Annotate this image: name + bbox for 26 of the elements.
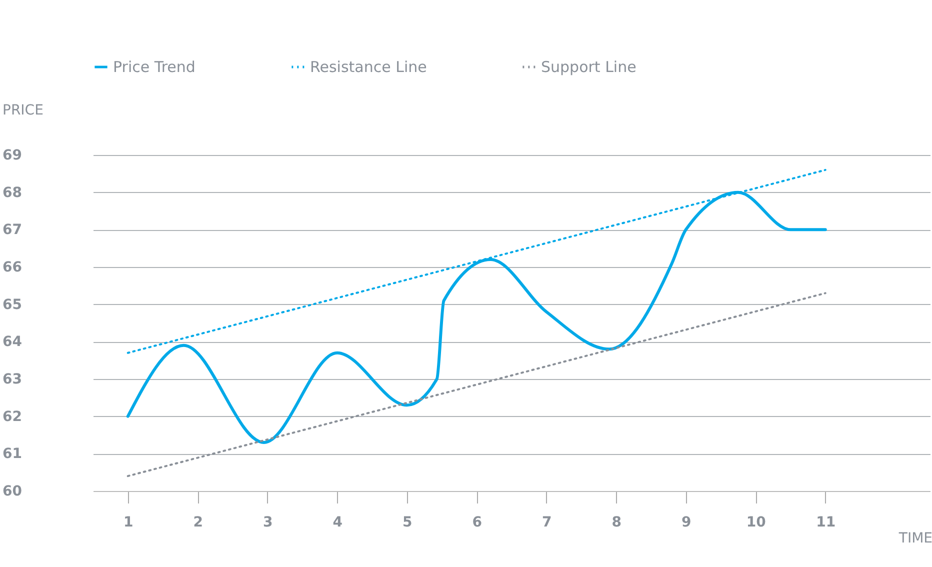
x-tick-label: 7	[542, 514, 552, 530]
y-tick-label: 60	[2, 484, 22, 500]
legend-label: Support Line	[541, 58, 636, 76]
x-tick-label: 6	[472, 514, 482, 530]
y-tick-label: 63	[2, 372, 22, 388]
y-tick-label: 64	[2, 334, 22, 350]
y-axis-title: PRICE	[2, 102, 44, 118]
legend-label: Resistance Line	[310, 58, 427, 76]
x-tick-label: 11	[816, 514, 836, 530]
x-tick-label: 8	[612, 514, 622, 530]
x-tick-label: 4	[332, 514, 343, 530]
x-tick-label: 5	[402, 514, 412, 530]
x-tick-label: 2	[193, 514, 203, 530]
y-tick-label: 69	[2, 148, 22, 164]
legend-label: Price Trend	[113, 58, 196, 76]
y-tick-label: 61	[2, 446, 22, 462]
y-tick-label: 65	[2, 296, 22, 313]
x-axis-title: TIME	[898, 530, 932, 546]
y-tick-label: 62	[2, 408, 22, 425]
y-tick-label: 67	[2, 222, 22, 238]
x-tick-label: 3	[263, 514, 273, 530]
y-tick-label: 68	[2, 184, 22, 201]
x-tick-label: 10	[746, 514, 766, 530]
y-tick-label: 66	[2, 260, 22, 276]
x-tick-label: 1	[124, 514, 134, 530]
x-tick-label: 9	[682, 514, 692, 530]
